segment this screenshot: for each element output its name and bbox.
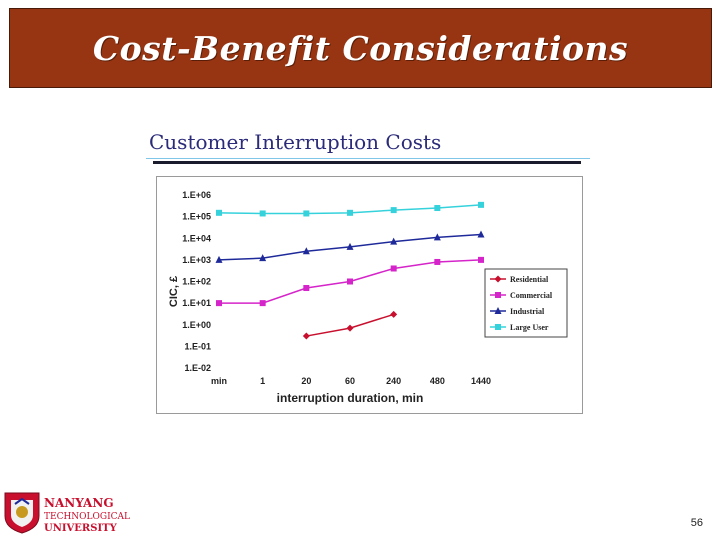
industrial-point bbox=[477, 230, 485, 238]
legend-label: Residential bbox=[510, 275, 549, 284]
logo-line-2: TECHNOLOGICAL bbox=[44, 512, 130, 522]
title-bar: Cost-Benefit Considerations bbox=[9, 8, 712, 88]
logo-line-1: NANYANG bbox=[44, 496, 114, 510]
x-tick-label: 1 bbox=[260, 376, 265, 386]
page-number: 56 bbox=[690, 517, 703, 529]
legend-industrial-point bbox=[494, 307, 502, 314]
y-tick-label: 1.E+05 bbox=[182, 212, 211, 222]
commercial-point bbox=[216, 300, 222, 307]
x-tick-label: 60 bbox=[345, 376, 355, 386]
y-tick-label: 1.E+02 bbox=[182, 277, 211, 287]
industrial-point bbox=[215, 255, 223, 263]
y-tick-label: 1.E-02 bbox=[184, 363, 211, 373]
legend-large-user-point bbox=[495, 324, 501, 330]
figure-heading: Customer Interruption Costs bbox=[149, 130, 442, 154]
commercial-point bbox=[347, 278, 353, 285]
commercial-point bbox=[478, 256, 484, 263]
residential-point bbox=[390, 310, 398, 318]
x-tick-label: 480 bbox=[430, 376, 445, 386]
ntu-crest-icon bbox=[4, 492, 40, 534]
large-user-point bbox=[434, 205, 441, 212]
logo-line-3: UNIVERSITY bbox=[44, 523, 118, 534]
large-user-point bbox=[259, 210, 266, 217]
residential-point bbox=[302, 332, 310, 340]
large-user-point bbox=[303, 210, 310, 217]
legend-residential-point bbox=[494, 275, 502, 283]
slide-title: Cost-Benefit Considerations bbox=[92, 29, 629, 68]
industrial-point bbox=[302, 247, 310, 255]
industrial-point bbox=[346, 242, 354, 250]
large-user-point bbox=[216, 209, 222, 216]
ntu-logo: NANYANG TECHNOLOGICAL UNIVERSITY bbox=[4, 492, 130, 534]
legend-commercial-point bbox=[495, 292, 501, 298]
x-tick-label: min bbox=[211, 376, 227, 386]
x-tick-label: 20 bbox=[301, 376, 311, 386]
large-user-point bbox=[478, 201, 484, 208]
industrial-point bbox=[433, 233, 441, 241]
commercial-point bbox=[303, 285, 310, 292]
y-tick-label: 1.E+06 bbox=[182, 190, 211, 200]
legend-label: Large User bbox=[510, 323, 549, 332]
interruption-cost-chart: 1.E-02 1.E-01 1.E+00 1.E+01 1.E+02 1.E+03 1.E+… bbox=[168, 190, 568, 405]
commercial-point bbox=[434, 258, 441, 265]
heading-rule-thin bbox=[146, 158, 590, 159]
y-tick-label: 1.E+00 bbox=[182, 320, 211, 330]
y-axis-label: CIC, £ bbox=[168, 276, 180, 307]
large-user-point bbox=[390, 207, 397, 214]
commercial-point bbox=[259, 300, 266, 307]
heading-rule-thick bbox=[153, 161, 581, 164]
x-tick-label: 240 bbox=[386, 376, 401, 386]
commercial-point bbox=[390, 265, 397, 272]
industrial-point bbox=[259, 254, 267, 262]
legend-label: Industrial bbox=[510, 307, 545, 316]
y-tick-label: 1.E-01 bbox=[184, 341, 211, 351]
legend-label: Commercial bbox=[510, 291, 553, 300]
residential-point bbox=[346, 324, 354, 332]
y-tick-label: 1.E+03 bbox=[182, 255, 211, 265]
x-axis-label: interruption duration, min bbox=[277, 391, 424, 405]
industrial-point bbox=[390, 237, 398, 245]
large-user-point bbox=[347, 209, 353, 216]
y-tick-label: 1.E+04 bbox=[182, 233, 211, 243]
x-tick-label: 1440 bbox=[471, 376, 491, 386]
y-tick-label: 1.E+01 bbox=[182, 298, 211, 308]
